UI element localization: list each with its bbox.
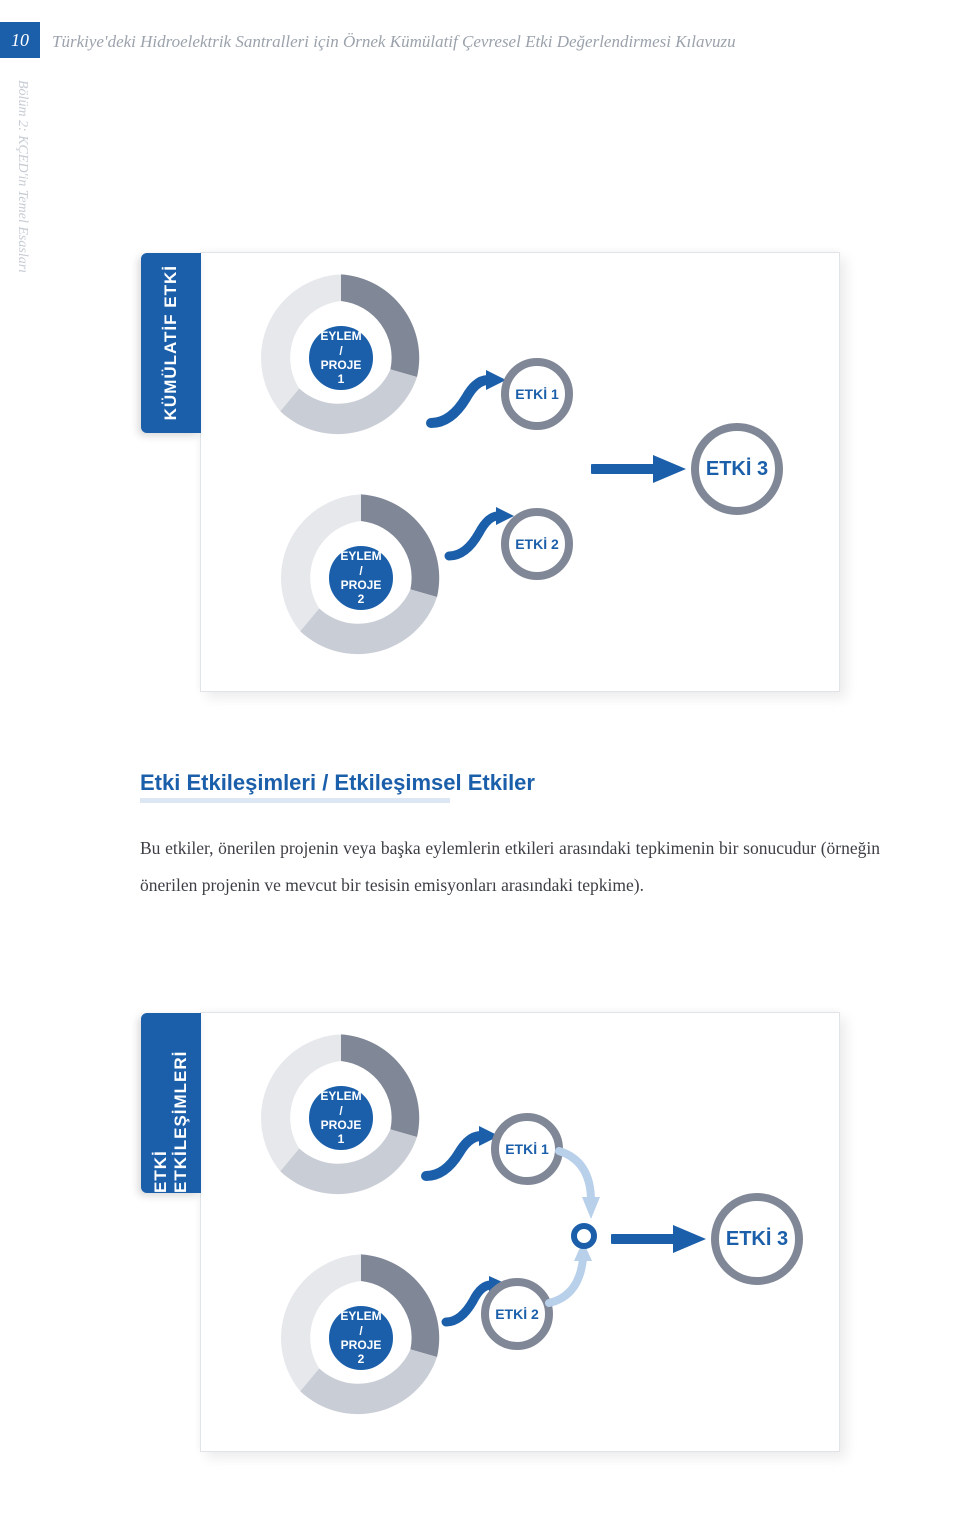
page-number: 10 bbox=[11, 30, 29, 51]
effect-label: ETKİ 1 bbox=[515, 386, 559, 402]
cycle-label-line: EYLEM bbox=[320, 1089, 361, 1103]
cycle-label-line: 1 bbox=[338, 372, 345, 386]
effect-label: ETKİ 2 bbox=[495, 1306, 539, 1322]
cycle-label: EYLEM / PROJE 1 bbox=[305, 322, 377, 394]
panel-tab-cumulative: KÜMÜLATİF ETKİ bbox=[141, 253, 201, 433]
section-side-label: Bölüm 2: KÇED'in Temel Esasları bbox=[14, 80, 30, 273]
cycle-label-line: PROJE bbox=[341, 578, 382, 592]
panel-tab-label: ETKİ ETKİLEŞİMLERİ bbox=[151, 1013, 191, 1193]
arrow-icon bbox=[551, 1143, 611, 1223]
cycle-label: EYLEM / PROJE 2 bbox=[325, 1302, 397, 1374]
arrow-icon bbox=[426, 368, 506, 428]
panel-tab-interactions: ETKİ ETKİLEŞİMLERİ bbox=[141, 1013, 201, 1193]
cycle-label-line: PROJE bbox=[321, 358, 362, 372]
effect-label: ETKİ 3 bbox=[726, 1228, 788, 1251]
interaction-ring bbox=[571, 1223, 597, 1249]
effect-label: ETKİ 2 bbox=[515, 536, 559, 552]
cycle-label-line: / bbox=[339, 1104, 342, 1118]
effect-node-3: ETKİ 3 bbox=[691, 423, 783, 515]
cycle-label-line: EYLEM bbox=[340, 549, 381, 563]
page-number-tab: 10 bbox=[0, 22, 40, 58]
cycle-label-line: PROJE bbox=[341, 1338, 382, 1352]
cycle-label-line: EYLEM bbox=[320, 329, 361, 343]
cycle-label-line: PROJE bbox=[321, 1118, 362, 1132]
effect-label: ETKİ 1 bbox=[505, 1141, 549, 1157]
effect-node-2: ETKİ 2 bbox=[501, 508, 573, 580]
effect-node-3: ETKİ 3 bbox=[711, 1193, 803, 1285]
cycle-label-line: EYLEM bbox=[340, 1309, 381, 1323]
arrow-icon bbox=[611, 1221, 706, 1257]
cycle-label-line: 2 bbox=[358, 1352, 365, 1366]
cycle-label-line: 2 bbox=[358, 592, 365, 606]
page-header-title: Türkiye'deki Hidroelektrik Santralleri i… bbox=[52, 32, 736, 52]
diagram-panel-interactions: ETKİ ETKİLEŞİMLERİ EYLEM / PROJE 1 EYLEM… bbox=[200, 1012, 840, 1452]
cycle-node-1: EYLEM / PROJE 1 bbox=[246, 263, 436, 453]
effect-node-1: ETKİ 1 bbox=[501, 358, 573, 430]
cycle-label: EYLEM / PROJE 1 bbox=[305, 1082, 377, 1154]
cycle-node-1: EYLEM / PROJE 1 bbox=[246, 1023, 436, 1213]
panel-tab-label: KÜMÜLATİF ETKİ bbox=[161, 265, 181, 420]
diagram-panel-cumulative: KÜMÜLATİF ETKİ EYLEM / PROJE 1 EYLEM / P… bbox=[200, 252, 840, 692]
cycle-label-line: / bbox=[339, 344, 342, 358]
cycle-label-line: / bbox=[359, 564, 362, 578]
cycle-node-2: EYLEM / PROJE 2 bbox=[266, 1243, 456, 1433]
arrow-icon bbox=[591, 451, 686, 487]
arrow-icon bbox=[421, 1123, 499, 1181]
cycle-node-2: EYLEM / PROJE 2 bbox=[266, 483, 456, 673]
cycle-label-line: 1 bbox=[338, 1132, 345, 1146]
effect-label: ETKİ 3 bbox=[706, 458, 768, 481]
cycle-label-line: / bbox=[359, 1324, 362, 1338]
section-body: Bu etkiler, önerilen projenin veya başka… bbox=[140, 830, 880, 904]
cycle-label: EYLEM / PROJE 2 bbox=[325, 542, 397, 614]
arrow-icon bbox=[541, 1241, 601, 1311]
section-title: Etki Etkileşimleri / Etkileşimsel Etkile… bbox=[140, 770, 535, 807]
